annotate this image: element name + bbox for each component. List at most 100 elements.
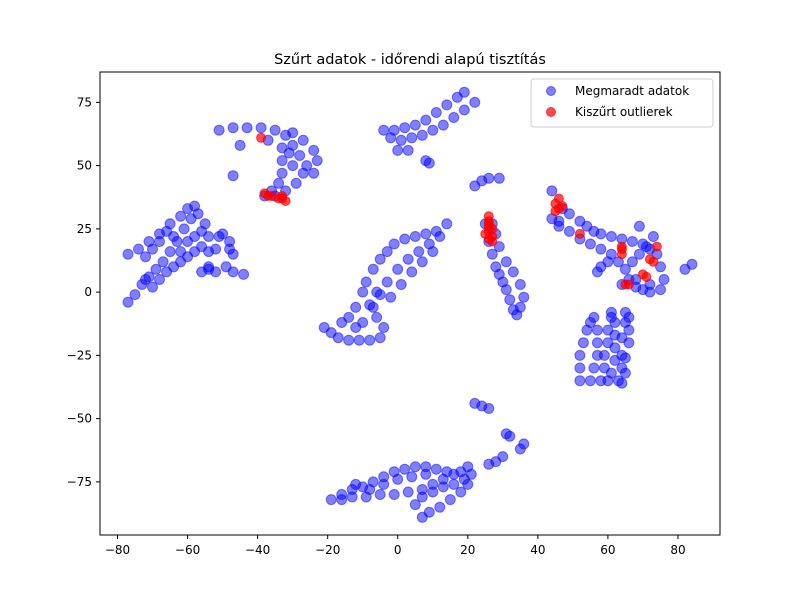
kept-point xyxy=(122,296,134,308)
kept-point xyxy=(619,352,631,364)
kept-point xyxy=(367,263,379,275)
kept-point xyxy=(399,233,411,245)
kept-point xyxy=(374,332,386,344)
kept-point xyxy=(574,349,586,361)
kept-point xyxy=(469,96,481,108)
kept-point xyxy=(269,124,281,136)
kept-point xyxy=(462,461,474,473)
kept-point xyxy=(336,494,348,506)
kept-point xyxy=(150,263,162,275)
kept-point xyxy=(332,332,344,344)
series-kept xyxy=(122,86,698,523)
outlier-point xyxy=(483,218,494,229)
x-axis: −80 −60 −40 −20 0 20 40 60 80 xyxy=(105,535,686,557)
kept-point xyxy=(444,494,456,506)
y-tick-label: 0 xyxy=(84,285,92,299)
y-tick-label: 50 xyxy=(77,159,92,173)
legend-label-outliers: Kiszűrt outlierek xyxy=(575,105,673,119)
kept-point xyxy=(196,241,208,253)
points-layer xyxy=(122,86,698,523)
kept-point xyxy=(420,228,432,240)
kept-point xyxy=(374,489,386,500)
kept-point xyxy=(241,122,253,134)
kept-point xyxy=(406,471,418,483)
x-tick-label: −80 xyxy=(105,543,130,557)
y-tick-label: −50 xyxy=(67,412,92,426)
kept-point xyxy=(605,306,617,318)
kept-point xyxy=(255,122,267,134)
kept-point xyxy=(409,499,421,511)
outlier-point xyxy=(623,279,634,290)
kept-point xyxy=(392,263,404,275)
x-tick-label: 80 xyxy=(670,543,685,557)
legend-marker-kept xyxy=(546,86,556,96)
kept-point xyxy=(591,324,603,336)
kept-point xyxy=(213,124,225,136)
kept-point xyxy=(598,349,610,361)
kept-point xyxy=(619,367,631,379)
kept-point xyxy=(161,225,173,237)
kept-point xyxy=(350,478,362,490)
kept-point xyxy=(609,342,621,354)
kept-point xyxy=(623,337,635,349)
kept-point xyxy=(500,284,512,296)
kept-point xyxy=(409,461,421,473)
kept-point xyxy=(409,231,421,242)
kept-point xyxy=(595,228,607,240)
kept-point xyxy=(350,301,362,313)
kept-point xyxy=(458,86,470,98)
kept-point xyxy=(514,301,526,313)
kept-point xyxy=(546,185,558,197)
kept-point xyxy=(196,225,208,237)
kept-point xyxy=(371,286,383,298)
kept-point xyxy=(458,104,470,116)
kept-point xyxy=(311,155,323,167)
kept-point xyxy=(626,256,638,268)
kept-point xyxy=(189,200,201,212)
kept-point xyxy=(297,134,309,146)
kept-point xyxy=(420,114,432,126)
kept-point xyxy=(287,127,299,139)
x-tick-label: 20 xyxy=(460,543,475,557)
kept-point xyxy=(287,160,299,172)
kept-point xyxy=(413,246,425,258)
kept-point xyxy=(563,208,575,220)
legend-label-kept: Megmaradt adatok xyxy=(575,84,689,98)
kept-point xyxy=(640,241,652,253)
outlier-point xyxy=(641,271,652,282)
kept-point xyxy=(388,489,400,500)
kept-point xyxy=(364,484,376,495)
kept-point xyxy=(346,491,358,503)
x-tick-label: −40 xyxy=(245,543,270,557)
kept-point xyxy=(493,172,505,184)
kept-point xyxy=(129,289,141,301)
series-outliers xyxy=(256,132,662,290)
kept-point xyxy=(297,167,309,179)
kept-point xyxy=(644,286,656,298)
kept-point xyxy=(486,248,498,260)
kept-point xyxy=(178,223,190,235)
kept-point xyxy=(420,468,432,480)
kept-point xyxy=(203,263,215,275)
kept-point xyxy=(381,276,393,288)
kept-point xyxy=(623,311,635,323)
kept-point xyxy=(602,375,614,387)
kept-point xyxy=(357,286,369,298)
kept-point xyxy=(276,167,288,179)
kept-point xyxy=(483,172,495,184)
kept-point xyxy=(430,463,442,475)
y-axis: −75 −50 −25 0 25 50 75 xyxy=(67,95,100,489)
outlier-point xyxy=(651,241,662,252)
kept-point xyxy=(518,438,530,450)
kept-point xyxy=(655,261,666,273)
outlier-point xyxy=(480,228,491,239)
kept-point xyxy=(441,99,453,111)
kept-point xyxy=(462,478,474,490)
kept-point xyxy=(308,144,320,156)
kept-point xyxy=(227,122,239,134)
legend-box xyxy=(530,78,714,128)
outlier-point xyxy=(557,201,568,212)
kept-point xyxy=(584,375,596,387)
kept-point xyxy=(553,220,565,232)
kept-point xyxy=(504,430,516,442)
